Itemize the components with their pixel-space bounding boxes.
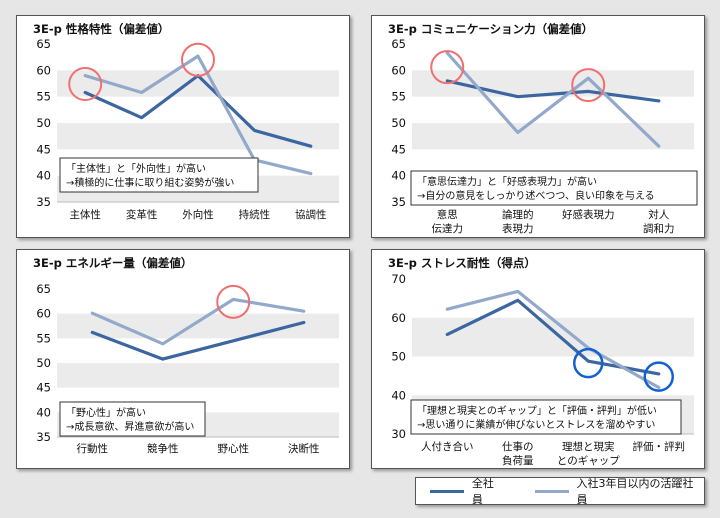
chart-title: 3E-p 性格特性（偏差値） (33, 22, 169, 36)
chart-title: 3E-p ストレス耐性（得点） (388, 256, 536, 270)
x-tick-label: 理想と現実とのギャップ (557, 440, 620, 467)
series-line-new (445, 51, 661, 148)
y-tick-label: 65 (391, 37, 406, 51)
y-tick-label: 30 (391, 427, 406, 441)
highlight-circle (573, 347, 604, 379)
y-tick-label: 60 (36, 307, 51, 321)
x-tick-label: 行動性 (77, 442, 109, 455)
series-line-all (90, 320, 306, 361)
y-tick-label: 60 (36, 63, 51, 77)
chart-title: 3E-p エネルギー量（偏差値） (33, 256, 192, 270)
chart-stress: 3E-p ストレス耐性（得点） 70 60 50 40 30 人付き合い 仕事の負荷量 理想と現… (371, 249, 705, 469)
x-tick-label: 主体性 (69, 208, 101, 221)
y-tick-label: 50 (36, 356, 51, 370)
note-text: 「主体性」と「外向性」が高い (66, 162, 206, 175)
series-line-new (445, 289, 661, 390)
y-tick-label: 35 (36, 195, 51, 209)
y-tick-label: 45 (391, 142, 406, 156)
y-tick-label: 55 (36, 90, 51, 104)
legend-item-new: 入社3年目以内の活躍社員 (534, 475, 704, 507)
y-tick-label: 35 (391, 195, 406, 209)
x-tick-label: 対人調和力 (643, 208, 675, 235)
x-tick-label: 外向性 (182, 208, 214, 221)
chart-energy: 3E-p エネルギー量（偏差値） 65 60 55 50 45 40 35 行動性 競争性 野心性 決… (16, 249, 350, 469)
y-tick-label: 50 (391, 116, 406, 130)
grid-band (412, 317, 694, 357)
y-tick-label: 40 (391, 388, 406, 402)
legend-line-new (534, 489, 569, 493)
x-tick-label: 変革性 (126, 208, 158, 221)
y-tick-label: 55 (36, 331, 51, 345)
series-line-all (445, 79, 661, 103)
series-line-new (90, 297, 306, 346)
grid-band (57, 123, 339, 150)
highlight-circle (181, 42, 215, 77)
x-tick-label: 好感表現力 (562, 208, 615, 221)
legend-label-new: 入社3年目以内の活躍社員 (576, 477, 694, 506)
x-tick-label: 意思伝達力 (432, 208, 464, 235)
chart-communication: 3E-p コミュニケーション力（偏差値） 65 60 55 50 45 40 35 意思伝達力 論… (371, 15, 705, 238)
highlight-circle (643, 361, 674, 392)
highlight-circle (430, 50, 465, 85)
legend-line-all (430, 489, 464, 493)
x-tick-label: 仕事の負荷量 (502, 440, 534, 467)
x-tick-label: 人付き合い (421, 440, 474, 453)
x-tick-label: 持続性 (239, 208, 271, 221)
note-text: 「意思伝達力」と「好感表現力」が高い (417, 175, 597, 188)
chart-svg: 3E-p ストレス耐性（得点） 70 60 50 40 30 人付き合い 仕事の負荷量理想と現… (388, 256, 694, 467)
legend-label-all: 全社員 (471, 477, 494, 506)
x-tick-label: 論理的表現力 (502, 208, 534, 235)
y-tick-label: 70 (391, 272, 406, 286)
legend: 全社員 入社3年目以内の活躍社員 (415, 475, 705, 507)
note-box (410, 170, 698, 206)
note-text: →思い通りに業績が伸びないとストレスを溜めやすい (417, 418, 655, 431)
y-tick-label: 65 (36, 282, 51, 296)
highlight-circle (571, 68, 606, 103)
legend-item-all: 全社員 (430, 475, 505, 507)
grid-band (412, 123, 694, 150)
chart-svg: 3E-p エネルギー量（偏差値） 65 60 55 50 45 40 35 行動性 競争性 野心性 決… (33, 256, 339, 455)
note-box (410, 399, 682, 435)
y-tick-label: 50 (36, 116, 51, 130)
y-tick-label: 60 (391, 311, 406, 325)
note-text: →自分の意見をしっかり述べつつ、良い印象を与える (417, 189, 655, 202)
note-text: →積極的に仕事に取り組む姿勢が強い (66, 176, 234, 189)
note-text: 「野心性」が高い (66, 406, 146, 419)
y-tick-label: 60 (391, 63, 406, 77)
chart-svg: 3E-p コミュニケーション力（偏差値）65 60 55 50 45 40 35 意思伝達力 論… (388, 22, 698, 235)
y-tick-label: 40 (391, 169, 406, 183)
chart-svg: 3E-p 性格特性（偏差値）65 60 55 50 45 40 35 主体性 変革性 外向性 持続性… (33, 22, 339, 221)
x-tick-label: 協調性 (295, 208, 327, 221)
y-tick-label: 45 (36, 381, 51, 395)
y-tick-label: 65 (36, 37, 51, 51)
y-tick-label: 35 (36, 430, 51, 444)
note-text: →成長意欲、昇進意欲が高い (66, 420, 194, 433)
y-tick-label: 45 (36, 142, 51, 156)
note-box (59, 157, 259, 193)
chart-personality: 3E-p 性格特性（偏差値） 65 60 55 50 45 40 35 主体性 変革性 外向性 持続性… (16, 15, 350, 238)
x-tick-label: 競争性 (147, 442, 179, 455)
highlight-circle (216, 284, 251, 319)
x-tick-label: 決断性 (288, 442, 320, 455)
grid-band (57, 363, 339, 388)
x-tick-label: 評価・評判 (633, 440, 686, 453)
series-line-new (83, 54, 313, 176)
note-text: 「理想と現実とのギャップ」と「評価・評判」が低い (417, 404, 657, 417)
chart-title: 3E-p コミュニケーション力（偏差値） (388, 22, 593, 36)
y-tick-label: 55 (391, 90, 406, 104)
y-tick-label: 50 (391, 350, 406, 364)
highlight-circle (68, 67, 103, 102)
y-tick-label: 40 (36, 169, 51, 183)
y-tick-label: 40 (36, 405, 51, 419)
x-tick-label: 野心性 (218, 442, 250, 455)
note-box (59, 401, 206, 437)
